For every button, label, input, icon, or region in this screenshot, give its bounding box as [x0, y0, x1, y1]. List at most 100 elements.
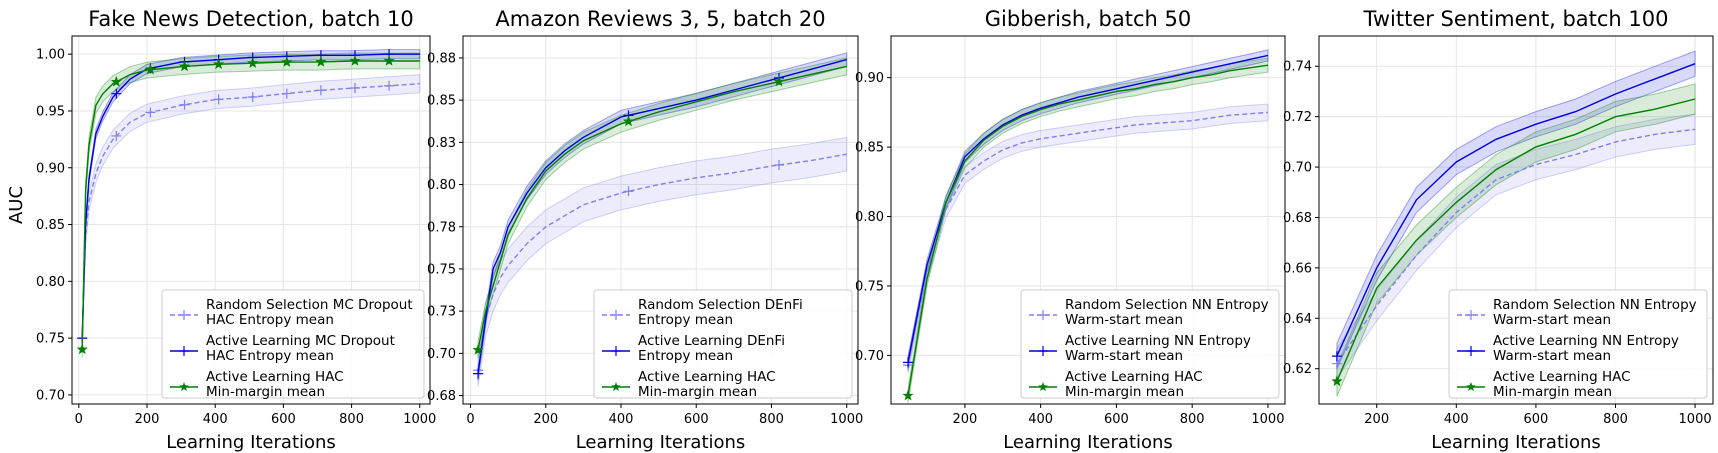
series-marker-star	[247, 57, 259, 68]
legend-entry-line: Min-margin mean	[206, 384, 325, 400]
legend-box	[161, 289, 425, 399]
series-line-3	[477, 65, 847, 351]
series-marker-plus	[213, 94, 224, 105]
legend-entry-line: Random Selection NN Entropy	[1493, 297, 1697, 313]
x-tick-label: 400	[1444, 412, 1469, 427]
plot-frame	[890, 35, 1286, 405]
x-tick-label: 1000	[1251, 412, 1284, 427]
legend-entry-line: Warm-start mean	[1065, 312, 1183, 328]
legend-marker-plus	[1038, 346, 1048, 356]
legend-entry-line: Active Learning HAC	[1065, 369, 1203, 385]
legend-entry-line: Min-margin mean	[1493, 384, 1612, 400]
legend-entry-line: Warm-start mean	[1065, 348, 1183, 364]
legend: Random Selection DEnFi Entropy meanActive…	[593, 289, 853, 400]
x-axis-label: Learning Iterations	[576, 432, 746, 453]
y-tick-label: 0.90	[855, 71, 884, 86]
legend-marker-plus	[611, 346, 621, 356]
chart-title: Gibberish, batch 50	[985, 7, 1191, 31]
series-marker-star	[1331, 375, 1343, 387]
legend-entry-line: Entropy mean	[638, 348, 733, 364]
series-marker-plus	[315, 85, 326, 96]
plot-frame	[462, 35, 859, 405]
y-tick-label: 0.90	[36, 161, 65, 176]
legend-entry-line: Active Learning MC Dropout	[206, 333, 395, 349]
x-tick-label: 800	[1603, 412, 1628, 427]
legend-entry-3: Active Learning HAC Min-margin mean	[1065, 369, 1203, 400]
series-line-3	[907, 64, 1269, 396]
x-tick-label: 600	[1523, 412, 1548, 427]
y-tick-label: 0.68	[1283, 211, 1312, 226]
series-band-1	[81, 74, 421, 348]
plot-frame	[71, 35, 431, 405]
series-marker-star	[281, 56, 293, 67]
plot-area	[902, 49, 1269, 403]
y-tick-label: 0.80	[427, 178, 456, 193]
legend-entry-1: Random Selection MC Dropout HAC Entropy m…	[206, 297, 413, 328]
series-marker-plus	[473, 368, 484, 379]
chart-title: Amazon Reviews 3, 5, batch 20	[495, 7, 825, 31]
series-marker-star	[472, 344, 484, 355]
legend-marker-plus	[1466, 346, 1476, 356]
y-tick-label: 0.64	[1283, 312, 1312, 327]
legend-marker-plus	[1466, 310, 1476, 320]
x-axis-label: Learning Iterations	[1431, 432, 1601, 453]
legend-entry-line: HAC Entropy mean	[206, 348, 334, 364]
x-axis-label: Learning Iterations	[1003, 432, 1173, 453]
y-tick-label: 0.95	[36, 104, 65, 119]
chart-panel-1: 0 200 400 600 800 1000 0.70 0.75 0.80 0.85 0.90 0.9…	[36, 7, 436, 453]
y-tick-label: 0.73	[427, 305, 456, 320]
series-line-2	[477, 58, 847, 374]
y-tick-label: 0.70	[855, 349, 884, 364]
y-tick-label: 0.72	[1283, 110, 1312, 125]
plot-area	[76, 49, 421, 358]
series-band-1	[477, 136, 848, 388]
x-axis-label: Learning Iterations	[166, 432, 336, 453]
series-marker-star	[110, 76, 122, 87]
legend-entry-1: Random Selection NN Entropy Warm-start me…	[1065, 297, 1269, 328]
y-tick-label: 0.70	[1283, 161, 1312, 176]
series-marker-star	[315, 56, 327, 67]
y-tick-label: 0.68	[427, 389, 456, 404]
y-tick-label: 0.88	[427, 51, 456, 66]
series-band-3	[1336, 83, 1696, 397]
chart-title: Twitter Sentiment, batch 100	[1362, 7, 1668, 31]
chart-title: Fake News Detection, batch 10	[88, 7, 414, 31]
series-marker-plus	[774, 159, 784, 170]
series-marker-star	[213, 58, 225, 69]
series-band-3	[907, 57, 1269, 403]
y-tick-label: 0.85	[36, 218, 65, 233]
y-tick-label: 0.70	[427, 347, 456, 362]
legend-marker-star	[1038, 382, 1048, 391]
legend-box	[1020, 289, 1280, 399]
series-marker-star	[144, 63, 157, 75]
x-tick-label: 400	[1028, 412, 1053, 427]
legend-entry-2: Active Learning MC Dropout HAC Entropy me…	[206, 333, 395, 364]
legend-entry-line: Active Learning NN Entropy	[1065, 333, 1251, 349]
series-band-1	[907, 103, 1269, 374]
y-tick-label: 0.80	[855, 210, 884, 225]
series-line-2	[907, 54, 1269, 363]
legend-marker-plus	[611, 310, 621, 320]
chart-panel-4: 200 400 600 800 1000 0.62 0.64 0.66 0.68 0.70 0.72…	[1283, 7, 1714, 453]
legend-entry-line: Warm-start mean	[1493, 312, 1611, 328]
legend-entry-line: Active Learning DEnFi	[638, 333, 785, 349]
series-band-2	[1336, 50, 1696, 369]
x-tick-label: 1000	[830, 412, 863, 427]
series-line-3	[1336, 98, 1696, 382]
legend: Random Selection NN Entropy Warm-start me…	[1020, 289, 1280, 400]
y-tick-label: 0.66	[1283, 261, 1312, 276]
series-marker-plus	[111, 88, 122, 99]
y-tick-label: 0.75	[427, 262, 456, 277]
y-tick-label: 0.83	[427, 136, 456, 151]
legend-entry-line: Active Learning NN Entropy	[1493, 333, 1679, 349]
legend-marker-star	[611, 382, 621, 391]
chart-panel-2: 0 200 400 600 800 1000 0.68 0.70 0.73 0.75 0.78 0.8…	[427, 7, 863, 453]
legend-entry-2: Active Learning NN Entropy Warm-start mea…	[1065, 333, 1251, 364]
legend-entry-line: Random Selection MC Dropout	[206, 297, 413, 313]
x-tick-label: 200	[135, 412, 160, 427]
series-marker-plus	[384, 80, 395, 91]
series-line-3	[81, 60, 420, 350]
series-band-1	[1336, 113, 1696, 381]
y-tick-label: 0.75	[855, 279, 884, 294]
